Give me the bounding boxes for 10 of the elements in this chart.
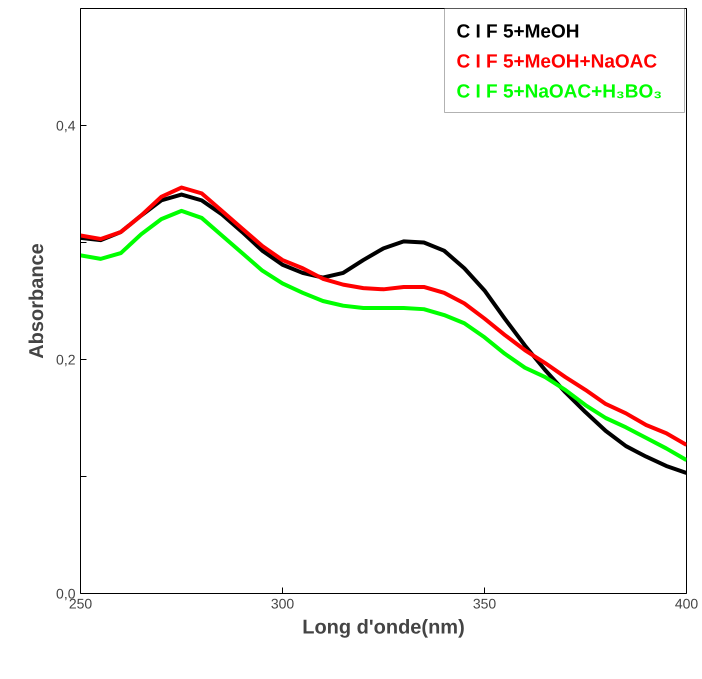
y-tick-label: 0,2	[56, 352, 76, 368]
text: C I F 5+MeOH+NaOAC	[456, 52, 658, 72]
x-axis-title: Long d'onde(nm)	[302, 616, 465, 638]
y-axis-title: Absorbance	[26, 243, 48, 359]
y-tick-label: 0,4	[56, 118, 76, 134]
text: C I F 5+NaOAC+H₃BO₃	[456, 82, 662, 102]
x-tick-label: 400	[674, 596, 698, 612]
x-tick-label: 300	[270, 596, 294, 612]
text: C I F 5+MeOH	[456, 22, 580, 42]
x-tick-label: 350	[472, 596, 496, 612]
